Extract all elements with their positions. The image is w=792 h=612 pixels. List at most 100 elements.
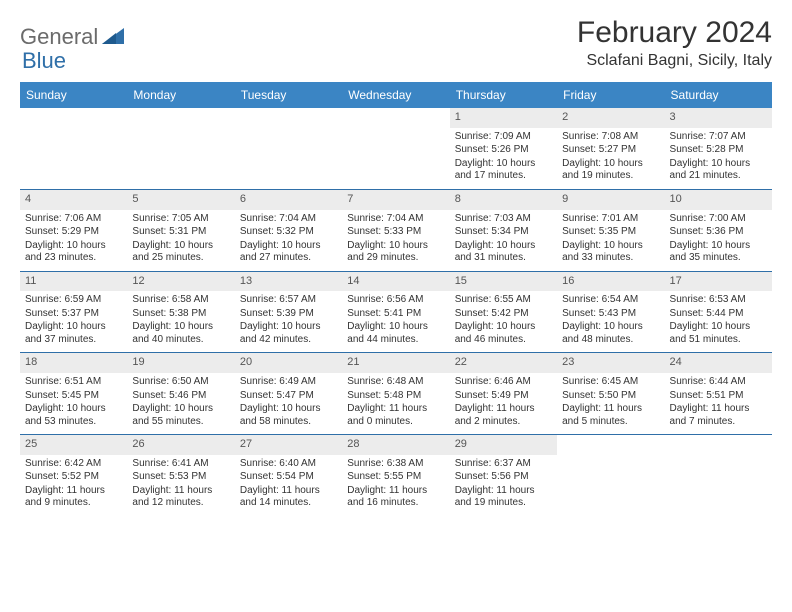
sunrise-text: Sunrise: 7:01 AM [562,213,659,226]
sunset-text: Sunset: 5:39 PM [240,308,337,321]
day-number: 2 [557,108,664,128]
sunrise-text: Sunrise: 7:04 AM [240,213,337,226]
cell-body: Sunrise: 6:57 AMSunset: 5:39 PMDaylight:… [235,291,342,352]
day-number: 20 [235,353,342,373]
sunrise-text: Sunrise: 6:38 AM [347,458,444,471]
sunset-text: Sunset: 5:49 PM [455,390,552,403]
calendar-cell: 16Sunrise: 6:54 AMSunset: 5:43 PMDayligh… [557,272,664,353]
cell-body: Sunrise: 6:41 AMSunset: 5:53 PMDaylight:… [127,455,234,516]
daylight-text: Daylight: 10 hours and 19 minutes. [562,158,659,183]
daylight-text: Daylight: 10 hours and 46 minutes. [455,321,552,346]
cell-body: Sunrise: 7:04 AMSunset: 5:33 PMDaylight:… [342,210,449,271]
calendar-cell [557,435,664,516]
daylight-text: Daylight: 11 hours and 7 minutes. [670,403,767,428]
sunrise-text: Sunrise: 7:08 AM [562,131,659,144]
sunset-text: Sunset: 5:42 PM [455,308,552,321]
calendar-cell: 25Sunrise: 6:42 AMSunset: 5:52 PMDayligh… [20,435,127,516]
day-number: 15 [450,272,557,292]
sunset-text: Sunset: 5:43 PM [562,308,659,321]
daylight-text: Daylight: 10 hours and 33 minutes. [562,240,659,265]
sunrise-text: Sunrise: 6:58 AM [132,294,229,307]
day-number: 21 [342,353,449,373]
calendar-cell: 13Sunrise: 6:57 AMSunset: 5:39 PMDayligh… [235,272,342,353]
day-number: 18 [20,353,127,373]
sunrise-text: Sunrise: 6:40 AM [240,458,337,471]
daylight-text: Daylight: 10 hours and 29 minutes. [347,240,444,265]
calendar-cell [127,108,234,189]
sunrise-text: Sunrise: 6:59 AM [25,294,122,307]
calendar-cell: 20Sunrise: 6:49 AMSunset: 5:47 PMDayligh… [235,353,342,434]
calendar-cell: 15Sunrise: 6:55 AMSunset: 5:42 PMDayligh… [450,272,557,353]
sunrise-text: Sunrise: 6:41 AM [132,458,229,471]
cell-body: Sunrise: 7:04 AMSunset: 5:32 PMDaylight:… [235,210,342,271]
sunrise-text: Sunrise: 7:05 AM [132,213,229,226]
day-number: 17 [665,272,772,292]
cell-body: Sunrise: 6:49 AMSunset: 5:47 PMDaylight:… [235,373,342,434]
day-number: 14 [342,272,449,292]
cell-body: Sunrise: 6:38 AMSunset: 5:55 PMDaylight:… [342,455,449,516]
cell-body: Sunrise: 7:06 AMSunset: 5:29 PMDaylight:… [20,210,127,271]
sunset-text: Sunset: 5:52 PM [25,471,122,484]
day-number: 8 [450,190,557,210]
cell-body: Sunrise: 6:37 AMSunset: 5:56 PMDaylight:… [450,455,557,516]
daylight-text: Daylight: 10 hours and 27 minutes. [240,240,337,265]
calendar-cell: 5Sunrise: 7:05 AMSunset: 5:31 PMDaylight… [127,190,234,271]
calendar-cell: 27Sunrise: 6:40 AMSunset: 5:54 PMDayligh… [235,435,342,516]
day-number: 24 [665,353,772,373]
sunset-text: Sunset: 5:28 PM [670,144,767,157]
day-header: Wednesday [342,82,449,108]
sunrise-text: Sunrise: 7:07 AM [670,131,767,144]
daylight-text: Daylight: 11 hours and 2 minutes. [455,403,552,428]
day-number: 4 [20,190,127,210]
sunset-text: Sunset: 5:55 PM [347,471,444,484]
calendar-cell: 9Sunrise: 7:01 AMSunset: 5:35 PMDaylight… [557,190,664,271]
day-header: Tuesday [235,82,342,108]
week-row: 25Sunrise: 6:42 AMSunset: 5:52 PMDayligh… [20,435,772,516]
title-block: February 2024 Sclafani Bagni, Sicily, It… [577,16,772,70]
calendar-cell: 29Sunrise: 6:37 AMSunset: 5:56 PMDayligh… [450,435,557,516]
sunrise-text: Sunrise: 6:46 AM [455,376,552,389]
daylight-text: Daylight: 10 hours and 44 minutes. [347,321,444,346]
sunrise-text: Sunrise: 6:53 AM [670,294,767,307]
sunset-text: Sunset: 5:38 PM [132,308,229,321]
day-headers: SundayMondayTuesdayWednesdayThursdayFrid… [20,82,772,108]
day-number: 1 [450,108,557,128]
day-number: 12 [127,272,234,292]
daylight-text: Daylight: 10 hours and 48 minutes. [562,321,659,346]
sunset-text: Sunset: 5:27 PM [562,144,659,157]
sunrise-text: Sunrise: 6:44 AM [670,376,767,389]
month-title: February 2024 [577,16,772,50]
cell-body: Sunrise: 6:48 AMSunset: 5:48 PMDaylight:… [342,373,449,434]
calendar-cell: 4Sunrise: 7:06 AMSunset: 5:29 PMDaylight… [20,190,127,271]
calendar-cell: 10Sunrise: 7:00 AMSunset: 5:36 PMDayligh… [665,190,772,271]
daylight-text: Daylight: 10 hours and 17 minutes. [455,158,552,183]
brand-logo: General [20,16,126,50]
day-number: 10 [665,190,772,210]
cell-body: Sunrise: 6:44 AMSunset: 5:51 PMDaylight:… [665,373,772,434]
day-number: 29 [450,435,557,455]
sunrise-text: Sunrise: 6:56 AM [347,294,444,307]
daylight-text: Daylight: 10 hours and 25 minutes. [132,240,229,265]
calendar-cell: 24Sunrise: 6:44 AMSunset: 5:51 PMDayligh… [665,353,772,434]
sunset-text: Sunset: 5:48 PM [347,390,444,403]
cell-body: Sunrise: 7:00 AMSunset: 5:36 PMDaylight:… [665,210,772,271]
calendar-cell: 8Sunrise: 7:03 AMSunset: 5:34 PMDaylight… [450,190,557,271]
daylight-text: Daylight: 10 hours and 23 minutes. [25,240,122,265]
sunset-text: Sunset: 5:53 PM [132,471,229,484]
sunset-text: Sunset: 5:47 PM [240,390,337,403]
daylight-text: Daylight: 10 hours and 42 minutes. [240,321,337,346]
calendar-cell: 2 Sunrise: 7:08 AMSunset: 5:27 PMDaylight… [557,108,664,189]
sunrise-text: Sunrise: 6:48 AM [347,376,444,389]
brand-triangle-icon [102,26,124,49]
sunset-text: Sunset: 5:34 PM [455,226,552,239]
sunrise-text: Sunrise: 6:42 AM [25,458,122,471]
sunset-text: Sunset: 5:56 PM [455,471,552,484]
day-number: 3 [665,108,772,128]
day-number: 28 [342,435,449,455]
sunrise-text: Sunrise: 6:37 AM [455,458,552,471]
sunset-text: Sunset: 5:32 PM [240,226,337,239]
calendar-cell: 18Sunrise: 6:51 AMSunset: 5:45 PMDayligh… [20,353,127,434]
calendar-cell: 3Sunrise: 7:07 AMSunset: 5:28 PMDaylight… [665,108,772,189]
calendar-cell: 12Sunrise: 6:58 AMSunset: 5:38 PMDayligh… [127,272,234,353]
sunrise-text: Sunrise: 7:06 AM [25,213,122,226]
